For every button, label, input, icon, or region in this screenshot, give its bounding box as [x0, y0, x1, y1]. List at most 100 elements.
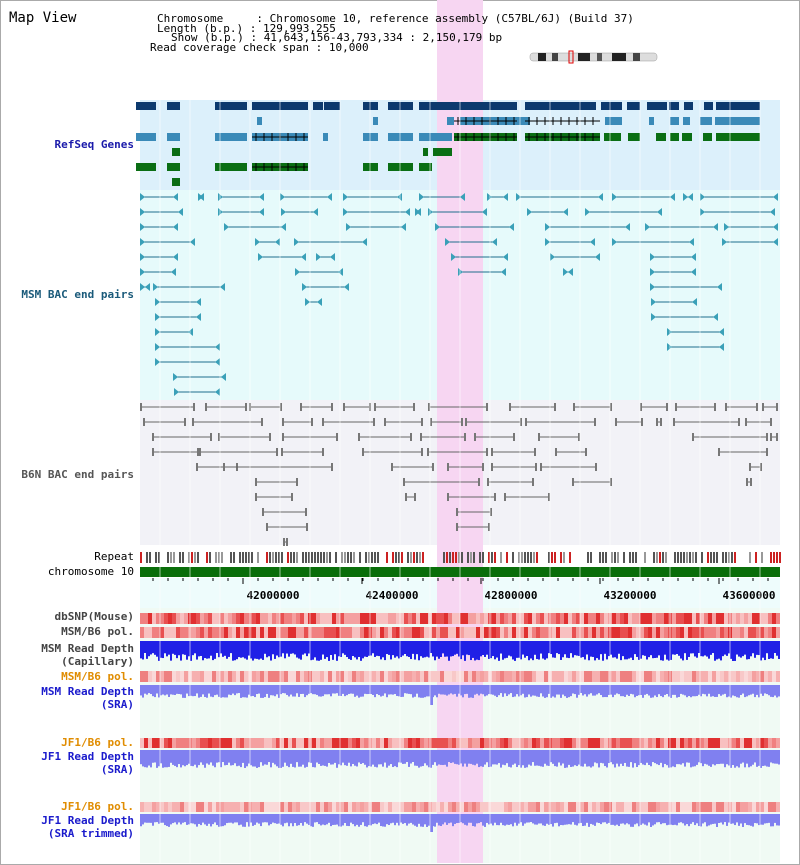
heat-cell [676, 802, 680, 812]
bac-end-marker [612, 238, 617, 246]
heat-cell [160, 802, 164, 812]
read-depth-bar [498, 750, 500, 764]
read-depth-bar [422, 685, 424, 698]
heat-cell [544, 627, 548, 638]
read-depth-bar [672, 685, 674, 695]
heat-cell [260, 613, 264, 624]
read-depth-bar [158, 685, 160, 698]
read-depth-bar [470, 750, 472, 764]
bac-end-marker [516, 193, 521, 201]
read-depth-bar [306, 750, 308, 767]
heat-cell [244, 627, 248, 638]
heat-cell [536, 802, 540, 812]
heat-cell [232, 802, 236, 812]
read-depth-bar [658, 750, 660, 766]
heat-cell [512, 613, 516, 624]
read-depth-bar [478, 641, 480, 661]
heat-cell [396, 738, 400, 748]
read-depth-bar [166, 685, 168, 695]
read-depth-bar [638, 685, 640, 696]
bac-end-marker [419, 193, 424, 201]
read-depth-bar [464, 814, 466, 825]
read-depth-bar [510, 814, 512, 825]
read-depth-bar [180, 750, 182, 768]
read-depth-bar [654, 814, 656, 825]
read-depth-bar [680, 814, 682, 823]
heat-cell [256, 613, 260, 624]
read-depth-bar [656, 750, 658, 765]
read-depth-bar [686, 685, 688, 698]
read-depth-bar [682, 685, 684, 695]
b6n-end-marker [305, 508, 307, 516]
heat-cell [672, 738, 676, 748]
read-depth-bar [176, 750, 178, 768]
gene-exon [627, 102, 640, 110]
axis-tick-label: 42400000 [366, 589, 419, 602]
repeat-element [473, 552, 475, 563]
track-label-refseq[interactable]: RefSeq Genes [54, 138, 134, 151]
read-depth-bar [396, 814, 398, 823]
b6n-end-marker [410, 433, 412, 441]
read-depth-bar [334, 685, 336, 694]
read-depth-bar [328, 814, 330, 823]
read-depth-bar [622, 750, 624, 766]
heat-cell [456, 613, 460, 624]
heat-cell [192, 671, 196, 682]
b6n-end-marker [322, 418, 324, 426]
read-depth-bar [466, 685, 468, 694]
heat-cell [508, 738, 512, 748]
read-depth-bar [530, 814, 532, 823]
read-depth-bar [260, 641, 262, 659]
heat-cell [420, 613, 424, 624]
read-depth-bar [234, 814, 236, 823]
b6n-end-marker [692, 433, 694, 441]
repeat-element [614, 552, 616, 563]
heat-cell [604, 613, 608, 624]
read-depth-bar [338, 814, 340, 827]
heat-cell [576, 802, 580, 812]
read-depth-bar [508, 814, 510, 825]
repeat-element [218, 552, 220, 563]
read-depth-bar [208, 814, 210, 824]
heat-cell [736, 613, 740, 624]
read-depth-bar [344, 814, 346, 824]
read-depth-bar [322, 814, 324, 825]
read-depth-bar [244, 814, 246, 827]
read-depth-bar [172, 641, 174, 654]
read-depth-bar [522, 641, 524, 655]
read-depth-bar [318, 750, 320, 764]
track-label-msm-read-depth-sra: MSM Read Depth [41, 685, 134, 698]
read-depth-bar [430, 750, 432, 768]
read-depth-bar [562, 685, 564, 695]
read-depth-bar [474, 641, 476, 661]
track-label-msm-bac[interactable]: MSM BAC end pairs [21, 288, 134, 301]
heat-cell [520, 671, 524, 682]
read-depth-bar [526, 685, 528, 698]
read-depth-bar [150, 750, 152, 768]
track-label-b6n-bac[interactable]: B6N BAC end pairs [21, 468, 134, 481]
read-depth-bar [472, 641, 474, 658]
repeat-element [377, 552, 379, 563]
bac-end-marker [140, 268, 145, 276]
read-depth-bar [642, 641, 644, 656]
read-depth-bar [496, 685, 498, 698]
bac-end-marker [275, 238, 280, 246]
heat-cell [164, 613, 168, 624]
read-depth-bar [414, 685, 416, 697]
read-depth-bar [462, 685, 464, 698]
read-depth-bar [640, 750, 642, 763]
read-depth-bar [598, 750, 600, 768]
read-depth-bar [322, 685, 324, 697]
heat-cell [560, 627, 564, 638]
heat-cell [152, 627, 156, 638]
bac-end-marker [651, 298, 656, 306]
read-depth-bar [366, 750, 368, 768]
read-depth-bar [748, 685, 750, 696]
read-depth-bar [552, 685, 554, 697]
read-depth-bar [352, 641, 354, 656]
heat-cell [756, 738, 760, 748]
gene-exon [215, 163, 247, 171]
read-depth-bar [706, 750, 708, 765]
heat-cell [748, 613, 752, 624]
